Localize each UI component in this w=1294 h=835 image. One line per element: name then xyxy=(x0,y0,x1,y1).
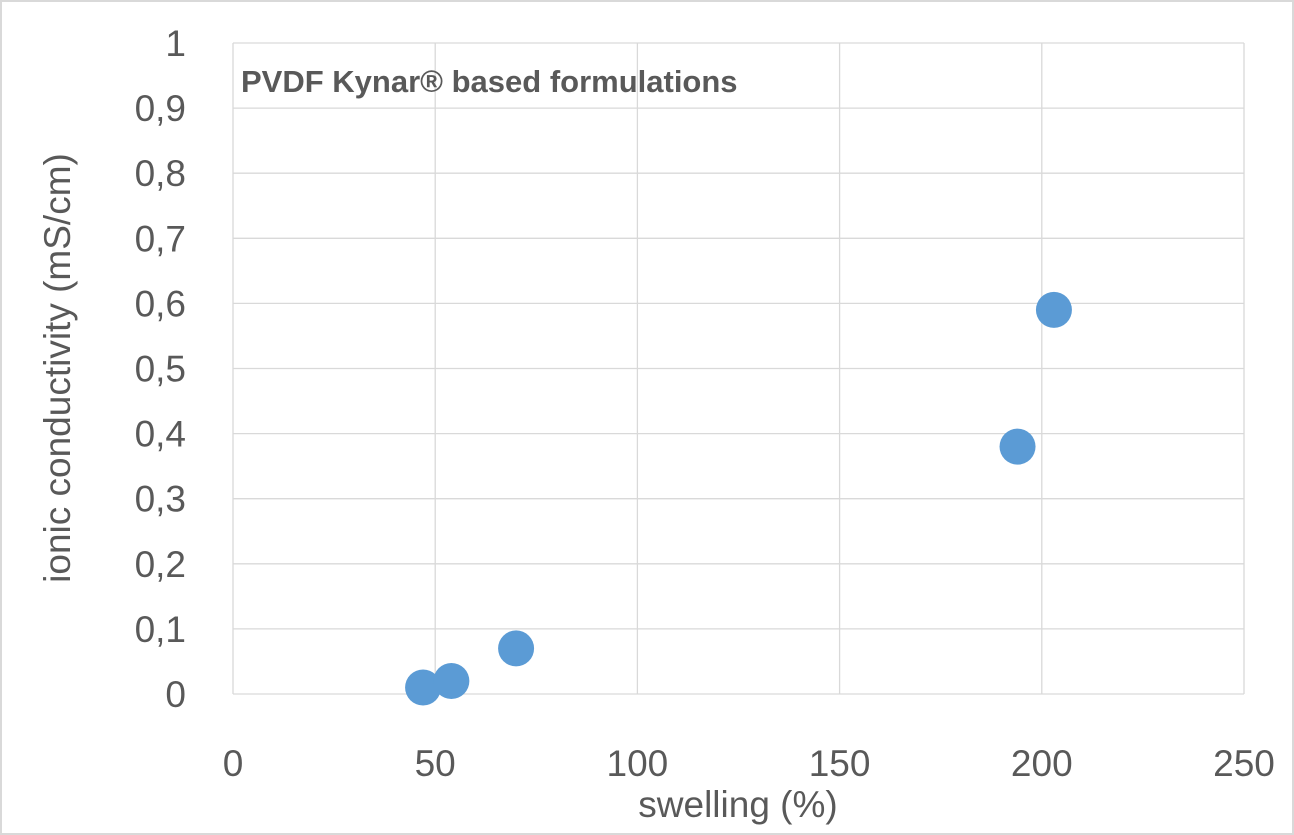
data-point xyxy=(405,669,442,706)
x-tick-label: 100 xyxy=(607,743,669,784)
data-point xyxy=(433,662,470,699)
gridlines xyxy=(232,42,1245,695)
y-tick-label: 0,4 xyxy=(135,414,186,455)
chart-title: PVDF Kynar® based formulations xyxy=(241,64,738,99)
y-axis-label: ionic conductivity (mS/cm) xyxy=(37,153,78,583)
y-tick-label: 0,5 xyxy=(135,349,186,390)
x-tick-label: 200 xyxy=(1011,743,1073,784)
y-tick-label: 0,9 xyxy=(135,88,186,129)
x-tick-label: 250 xyxy=(1213,743,1275,784)
y-tick-label: 0,3 xyxy=(135,479,186,520)
y-tick-label: 0,1 xyxy=(135,609,186,650)
x-tick-label: 150 xyxy=(809,743,871,784)
y-tick-label: 0,2 xyxy=(135,544,186,585)
x-tick-label: 50 xyxy=(415,743,456,784)
y-tick-label: 0,8 xyxy=(135,153,186,194)
x-tick-label: 0 xyxy=(223,743,244,784)
y-tick-label: 0 xyxy=(165,674,186,715)
y-tick-label: 0,6 xyxy=(135,283,186,324)
data-point xyxy=(1035,291,1072,328)
x-axis-label: swelling (%) xyxy=(638,784,837,825)
data-point xyxy=(498,630,535,667)
y-tick-labels: 0 0,1 0,2 0,3 0,4 0,5 0,6 0,7 0,8 0,9 1 xyxy=(135,23,186,715)
y-tick-label: 0,7 xyxy=(135,218,186,259)
data-point xyxy=(999,428,1036,465)
data-points xyxy=(405,291,1072,706)
x-tick-labels: 0 50 100 150 200 250 xyxy=(223,743,1275,784)
y-tick-label: 1 xyxy=(165,23,186,64)
